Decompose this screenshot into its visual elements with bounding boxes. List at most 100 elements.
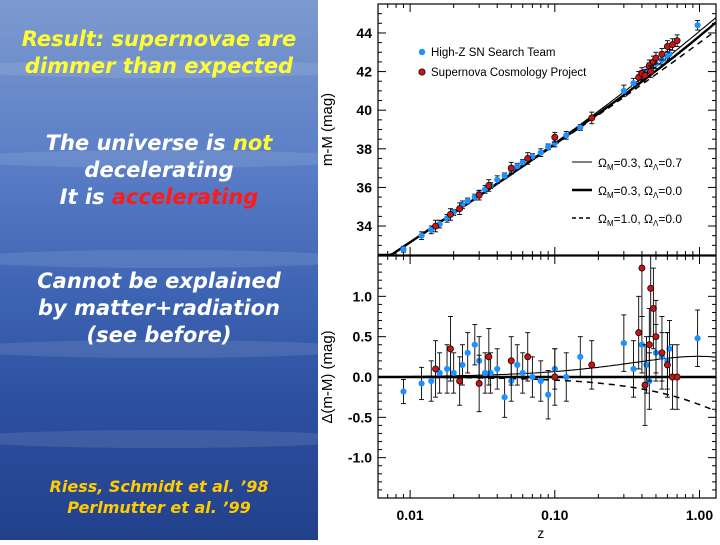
scp-point: [507, 164, 515, 172]
high-z-point: [400, 388, 407, 395]
universe-not: not: [232, 131, 273, 155]
high-z-point: [428, 377, 435, 385]
cannot-line-3: (see before): [86, 323, 232, 347]
universe-statement: The universe is not decelerating It is a…: [0, 130, 318, 211]
scp-point: [524, 155, 532, 162]
y-tick-label: 40: [356, 102, 372, 118]
model-legend-label: ΩM=1.0, ΩΛ=0.0: [598, 212, 682, 228]
references: Riess, Schmidt et al. ’98 Perlmutter et …: [0, 476, 318, 518]
legend: High-Z SN Search Team Supernova Cosmology…: [418, 47, 587, 79]
scp-point: [658, 349, 666, 357]
model-legend-label: ΩM=0.3, ΩΛ=0.0: [598, 184, 682, 200]
scp-point: [446, 211, 454, 218]
scp-point: [446, 345, 454, 353]
legend-marker: [418, 68, 426, 76]
legend-label: High-Z SN Search Team: [431, 47, 555, 59]
scp-point: [588, 114, 596, 122]
left-text-panel: Result: supernovae are dimmer than expec…: [0, 0, 318, 540]
high-z-point: [494, 176, 501, 183]
scp-point: [649, 304, 657, 312]
reference-2: Perlmutter et al. ’99: [67, 498, 251, 517]
scp-point: [475, 191, 483, 199]
y-tick-label: 42: [356, 64, 372, 80]
hubble-diagram: 34 36 38 40 42 44 m-M (mag) High-Z SN Search Te…: [318, 0, 720, 541]
scp-point: [652, 54, 660, 62]
high-z-point: [494, 365, 501, 373]
scp-point: [673, 37, 681, 45]
result-prefix: Result:: [21, 27, 105, 51]
high-z-point: [666, 345, 673, 352]
y-tick-label: 38: [356, 141, 372, 157]
scp-point: [507, 357, 515, 365]
y-tick-label: -0.5: [348, 409, 372, 425]
scp-point: [551, 373, 559, 381]
high-z-point: [428, 226, 435, 233]
scp-point: [638, 264, 646, 272]
result-rest: supernovae are: [104, 27, 297, 51]
result-heading: Result: supernovae are dimmer than expec…: [0, 26, 318, 80]
scp-point: [551, 133, 559, 141]
model-legend-label: ΩM=0.3, ΩΛ=0.7: [598, 156, 682, 172]
y-tick-label: 44: [356, 25, 372, 41]
universe-b: decelerating: [84, 158, 234, 182]
high-z-point: [563, 373, 570, 381]
scp-point: [635, 329, 643, 337]
scp-point: [456, 205, 464, 213]
bottom-panel: -1.0 -0.5 0.0 0.5 1.0 0.01 0.10 1.00 z Δ(m-M) (ma…: [319, 255, 717, 541]
cannot-explained: Cannot be explained by matter+radiation …: [0, 268, 318, 349]
scp-point: [658, 50, 666, 58]
high-z-point: [459, 361, 466, 368]
high-z-point: [643, 361, 650, 368]
cannot-line-1: Cannot be explained: [37, 269, 281, 293]
high-z-point: [519, 159, 526, 166]
y-tick-label: -1.0: [348, 450, 372, 466]
universe-a: The universe is: [45, 131, 233, 155]
high-z-point: [577, 124, 584, 131]
high-z-point: [514, 163, 521, 170]
scp-point: [652, 333, 660, 341]
it-is: It is: [59, 185, 112, 209]
high-z-point: [464, 349, 471, 356]
high-z-point: [418, 380, 425, 387]
high-z-point: [482, 369, 489, 377]
high-z-point: [563, 132, 570, 139]
legend-label: Supernova Cosmology Project: [431, 67, 587, 79]
scp-point: [647, 68, 655, 76]
scp-point: [432, 222, 440, 230]
scp-point: [641, 381, 649, 389]
top-panel: 34 36 38 40 42 44 m-M (mag) High-Z SN Search Te…: [319, 3, 717, 257]
high-z-point: [519, 369, 526, 377]
result-line2: dimmer than expected: [24, 54, 294, 78]
high-z-point: [620, 340, 627, 347]
high-z-point: [501, 394, 508, 401]
high-z-point: [545, 391, 552, 398]
high-z-point: [638, 341, 646, 348]
high-z-point: [450, 369, 457, 377]
scp-point: [485, 353, 493, 361]
scp-point: [485, 182, 493, 189]
high-z-point: [501, 172, 508, 179]
x-tick-label: 0.01: [396, 507, 423, 523]
model-residual-dashed: [378, 376, 717, 412]
legend-marker: [418, 48, 426, 56]
high-z-point: [436, 369, 443, 377]
y-tick-label: 36: [356, 179, 372, 195]
model-legend: ΩM=0.3, ΩΛ=0.7 ΩM=0.3, ΩΛ=0.0 ΩM=1.0, ΩΛ=0…: [572, 156, 682, 228]
high-z-point: [577, 353, 584, 360]
high-z-point: [694, 22, 701, 29]
scp-point: [641, 71, 649, 79]
scp-point: [663, 361, 671, 369]
high-z-point: [514, 361, 521, 368]
scp-point: [647, 284, 655, 292]
hubble-diagram-svg: 34 36 38 40 42 44 m-M (mag) High-Z SN Search Te…: [319, 3, 717, 541]
high-z-point: [630, 365, 637, 373]
scp-point: [668, 41, 676, 48]
y-tick-label: 1.0: [353, 288, 373, 304]
high-z-point: [418, 232, 425, 239]
high-z-point: [630, 80, 637, 87]
scp-point: [588, 361, 596, 369]
high-z-point: [537, 149, 544, 156]
scp-point: [673, 373, 681, 381]
reference-1: Riess, Schmidt et al. ’98: [49, 477, 269, 496]
